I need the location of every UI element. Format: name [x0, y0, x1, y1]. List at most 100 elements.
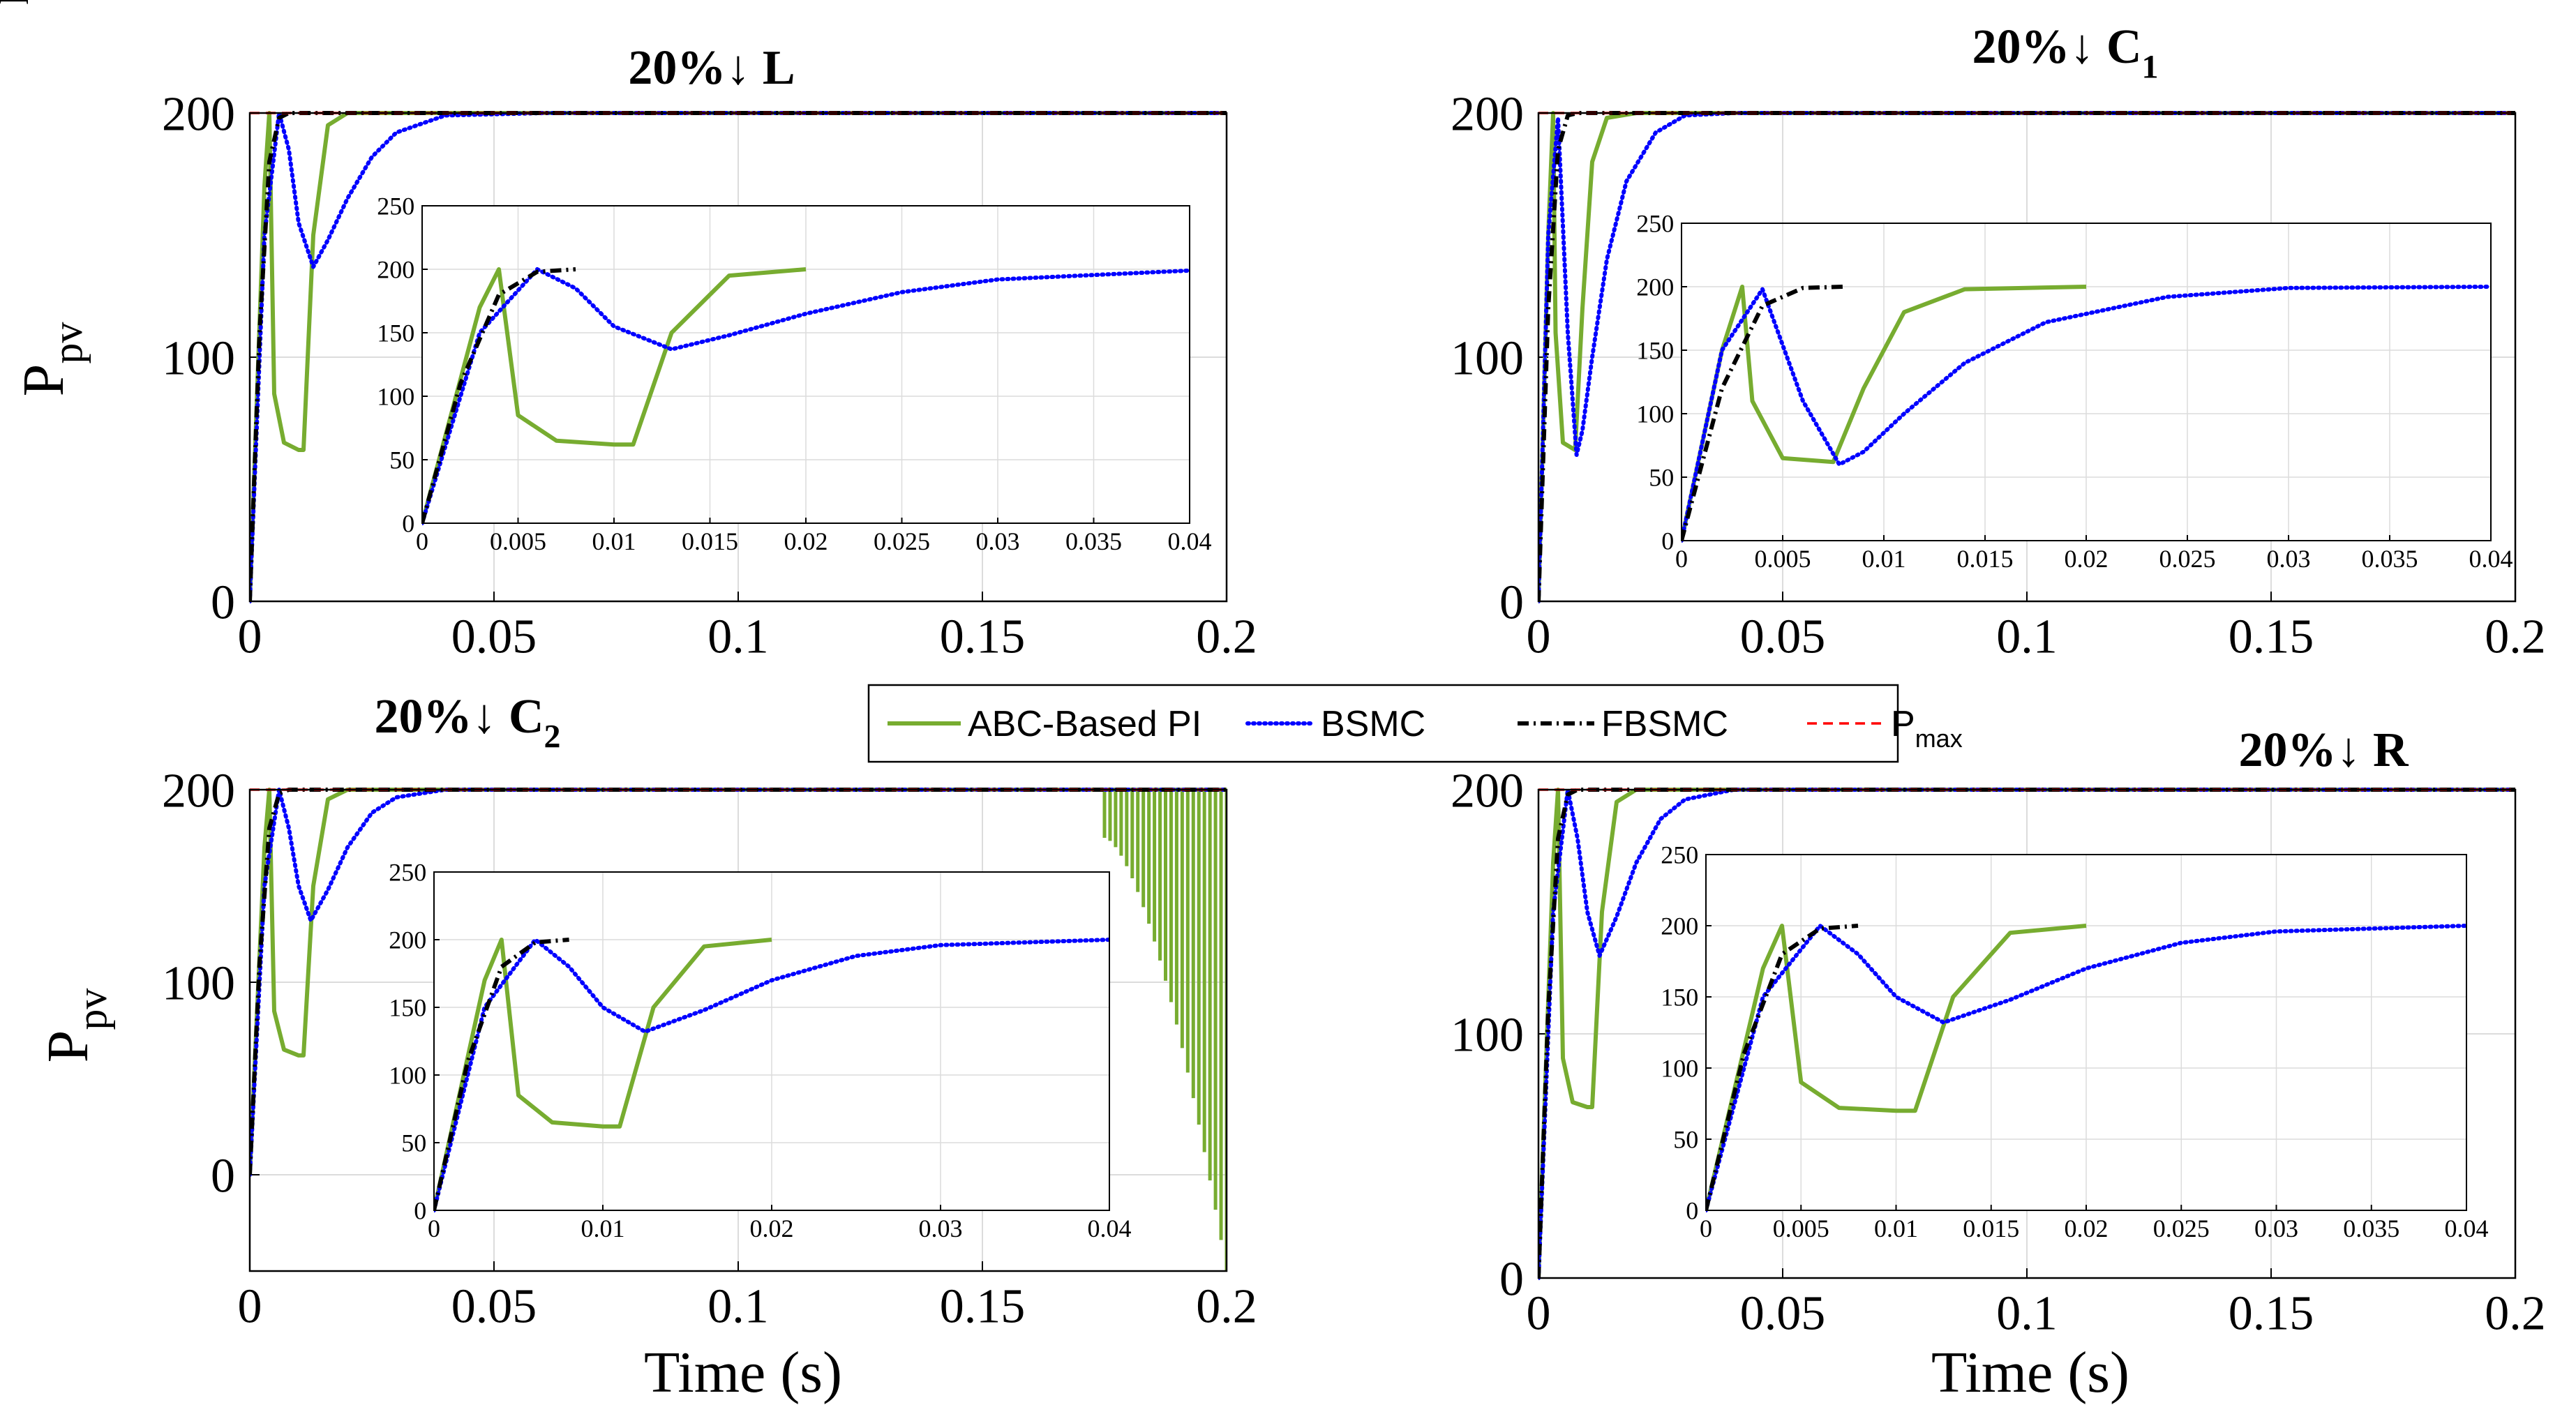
subplot-2-ytick-label: 100 — [1451, 332, 1524, 386]
subplot-3-inset-ytick-label: 0 — [414, 1197, 426, 1225]
subplot-2-inset-xtick-label: 0.02 — [2065, 545, 2109, 573]
subplot-2-inset-xtick-label: 0.04 — [2469, 545, 2513, 573]
subplot-4-axes-frame — [1537, 788, 2517, 1279]
subplot-2-xtick-label: 0.05 — [1740, 610, 1826, 664]
subplot-1-inset-xtick-label: 0.03 — [976, 527, 1020, 555]
subplot-3-inset-ytick-label: 150 — [389, 994, 426, 1022]
subplot-1: 0 0.05 0.1 0.15 0.2 0 100 200 0 0.005 0.01 0.015 0.0… — [11, 41, 1257, 664]
subplot-2-inset-ytick-label: 0 — [1661, 527, 1674, 555]
subplot-1-inset: 0 0.005 0.01 0.015 0.02 0.025 0.03 0.035 0.04 0 50… — [377, 193, 1211, 555]
subplot-3-xtick-label: 0.2 — [1196, 1280, 1257, 1334]
subplot-2-inset-xtick-label: 0.005 — [1755, 545, 1811, 573]
subplot-3-inset-ytick-label: 250 — [389, 859, 426, 887]
subplot-4-inset-ytick-label: 0 — [1686, 1197, 1698, 1225]
subplot-3-xtick-label: 0.1 — [707, 1280, 769, 1334]
subplot-4-ytick-label: 0 — [1499, 1253, 1524, 1307]
subplot-3-inset: 0 0.01 0.02 0.03 0.04 0 50 100 150 200 250 — [389, 859, 1131, 1242]
subplot-1-xtick-label: 0 — [238, 610, 262, 664]
subplot-2-axes-frame — [1537, 112, 2517, 603]
subplot-2-inset-xtick-label: 0.035 — [2362, 545, 2418, 573]
subplot-3-xtick-label: 0.15 — [940, 1280, 1026, 1334]
subplot-4-inset-xtick-label: 0 — [1700, 1215, 1712, 1242]
subplot-1-axes-frame — [248, 112, 1228, 603]
subplot-1-xtick-label: 0.2 — [1196, 610, 1257, 664]
legend-box — [867, 684, 1899, 763]
subplot-3-inset-series-abc-based-pi — [434, 938, 772, 1211]
subplot-3-xlabel: Time (s) — [644, 1340, 842, 1405]
subplot-4-xtick-label: 0.05 — [1740, 1287, 1826, 1341]
subplot-3-ylabel: Ppv — [36, 989, 115, 1063]
subplot-3-inset-ytick-label: 200 — [389, 926, 426, 954]
subplot-4-ytick-label: 100 — [1451, 1009, 1524, 1062]
subplot-4-inset-xtick-label: 0.02 — [2065, 1215, 2109, 1242]
subplot-1-inset-xtick-label: 0.04 — [1168, 527, 1212, 555]
subplot-3-inset-xtick-label: 0.02 — [750, 1215, 794, 1242]
subplot-3-inset-frame — [433, 871, 1110, 1211]
subplot-1-inset-xtick-label: 0.035 — [1065, 527, 1122, 555]
subplot-2-main-series-bsmc — [1538, 111, 2515, 603]
subplot-3-xtick-label: 0.05 — [451, 1280, 537, 1334]
subplot-2-inset-xtick-label: 0.03 — [2267, 545, 2311, 573]
subplot-4-inset-ytick-label: 250 — [1661, 841, 1698, 869]
subplot-4-xlabel: Time (s) — [1931, 1340, 2129, 1405]
subplot-1-inset-ytick-label: 150 — [377, 320, 414, 347]
subplot-2-ytick-label: 0 — [1499, 576, 1524, 630]
subplot-1-xtick-label: 0.15 — [940, 610, 1026, 664]
subplot-1-inset-xtick-label: 0.02 — [784, 527, 828, 555]
subplot-2: 0 0.05 0.1 0.15 0.2 0 100 200 0 0.005 0.01 0.015 0.0… — [0, 0, 2546, 664]
subplot-2-inset-ytick-label: 50 — [1649, 464, 1674, 492]
subplot-4-inset: 0 0.005 0.01 0.015 0.02 0.025 0.03 0.035 0.04 0 50… — [1661, 841, 2488, 1242]
subplot-3-inset-xtick-label: 0 — [428, 1215, 440, 1242]
subplot-2-inset: 0 0.005 0.01 0.015 0.02 0.025 0.03 0.035 0.04 0 50… — [1636, 210, 2513, 573]
subplot-1-xtick-label: 0.1 — [707, 610, 769, 664]
subplot-1-title: 20%↓ L — [628, 41, 795, 95]
subplot-3-ytick-label: 0 — [211, 1150, 235, 1203]
subplot-1-inset-xtick-label: 0 — [416, 527, 428, 555]
subplot-4-inset-ytick-label: 150 — [1661, 984, 1698, 1012]
subplot-2-ytick-label: 200 — [1451, 88, 1524, 142]
subplot-4-inset-xtick-label: 0.015 — [1963, 1215, 2019, 1242]
subplot-4-inset-xtick-label: 0.035 — [2343, 1215, 2399, 1242]
subplot-2-inset-xtick-label: 0.01 — [1862, 545, 1906, 573]
subplot-4-title: 20%↓ R — [2238, 723, 2409, 777]
subplot-2-ylabel: Ppv — [0, 0, 28, 37]
subplot-4-inset-ytick-label: 50 — [1673, 1126, 1698, 1154]
legend-label-2: BSMC — [1321, 704, 1425, 744]
subplot-1-ytick-label: 200 — [162, 88, 235, 142]
subplot-4-inset-ytick-label: 100 — [1661, 1055, 1698, 1083]
subplot-3-ytick-label: 100 — [162, 957, 235, 1011]
subplot-2-xtick-label: 0 — [1527, 610, 1551, 664]
subplot-2-inset-frame — [1681, 223, 2492, 541]
subplot-2-xtick-label: 0.2 — [2485, 610, 2546, 664]
subplot-1-inset-xtick-label: 0.025 — [874, 527, 930, 555]
subplot-2-xtick-label: 0.15 — [2229, 610, 2314, 664]
subplot-1-ytick-label: 0 — [211, 576, 235, 630]
subplot-1-inset-xtick-label: 0.01 — [592, 527, 636, 555]
subplot-2-inset-ytick-label: 250 — [1636, 210, 1674, 238]
subplot-3-inset-ytick-label: 100 — [389, 1062, 426, 1090]
subplot-3-ytick-label: 200 — [162, 765, 235, 818]
subplot-3-inset-ytick-label: 50 — [401, 1129, 426, 1157]
subplot-1-inset-xtick-label: 0.005 — [490, 527, 546, 555]
subplot-4-inset-xtick-label: 0.025 — [2153, 1215, 2210, 1242]
subplot-4-xtick-label: 0.2 — [2485, 1287, 2546, 1341]
subplot-4-ytick-label: 200 — [1451, 765, 1524, 818]
subplot-4-inset-series-fbsmc — [1706, 924, 1859, 1211]
subplot-4-inset-ytick-label: 200 — [1661, 912, 1698, 940]
legend-label-4: Pmax — [1891, 704, 1963, 753]
subplot-4-xtick-label: 0.15 — [2229, 1287, 2314, 1341]
subplot-3-inset-series-fbsmc — [434, 938, 569, 1211]
subplot-1-inset-ytick-label: 200 — [377, 256, 414, 284]
subplot-2-inset-xtick-label: 0.015 — [1957, 545, 2014, 573]
subplot-4: 0 0.05 0.1 0.15 0.2 0 100 200 0 0.005 0.01 0.015 0.0… — [1451, 723, 2546, 1405]
subplot-2-inset-xtick-label: 0.025 — [2159, 545, 2216, 573]
subplot-3-inset-xtick-label: 0.03 — [919, 1215, 963, 1242]
subplot-1-ytick-label: 100 — [162, 332, 235, 386]
subplot-1-inset-xtick-label: 0.015 — [682, 527, 738, 555]
legend-label-1: ABC-Based PI — [968, 704, 1201, 744]
subplot-4-inset-xtick-label: 0.04 — [2445, 1215, 2489, 1242]
subplot-4-inset-series-bsmc — [1706, 924, 2466, 1212]
subplot-4-inset-series-abc-based-pi — [1706, 924, 2087, 1211]
subplot-1-inset-series-fbsmc — [422, 267, 576, 524]
subplot-1-inset-series-abc-based-pi — [422, 267, 807, 524]
